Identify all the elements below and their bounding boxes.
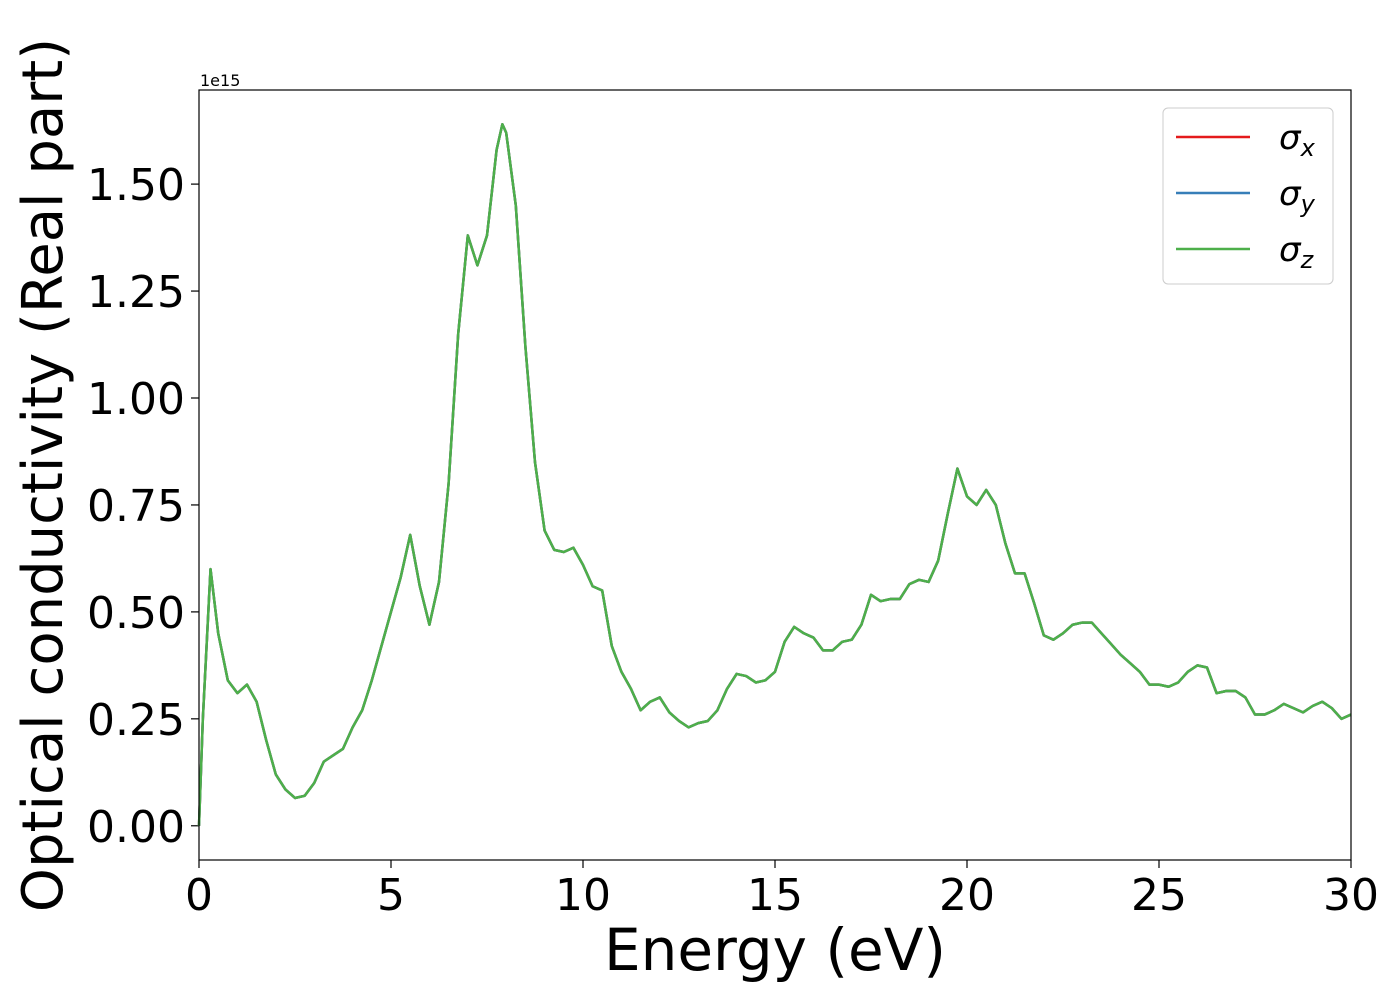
legend-label: σz (1279, 230, 1315, 274)
x-axis-label: Energy (eV) (604, 916, 946, 984)
legend-label: σy (1279, 174, 1316, 218)
y-tick-label: 0.75 (87, 481, 185, 532)
x-tick-label: 30 (1323, 870, 1379, 921)
y-tick-label: 1.50 (87, 160, 185, 211)
y-tick-label: 1.25 (87, 267, 185, 318)
y-tick-label: 0.50 (87, 588, 185, 639)
x-tick-label: 10 (555, 870, 611, 921)
x-tick-label: 0 (185, 870, 213, 921)
offset-label: 1e15 (200, 71, 240, 90)
y-tick-label: 0.25 (87, 695, 185, 746)
data-line (197, 122, 1352, 826)
x-tick-label: 20 (939, 870, 995, 921)
legend-label: σx (1279, 118, 1316, 162)
x-tick-label: 5 (377, 870, 405, 921)
legend-box (1162, 107, 1334, 285)
y-tick-label: 1.00 (87, 374, 185, 425)
plot-frame (198, 89, 1352, 861)
x-tick-label: 15 (747, 870, 803, 921)
x-tick-label: 25 (1131, 870, 1187, 921)
y-tick-label: 0.00 (87, 802, 185, 853)
y-axis-label: Optical conductivity (Real part) (11, 38, 76, 912)
